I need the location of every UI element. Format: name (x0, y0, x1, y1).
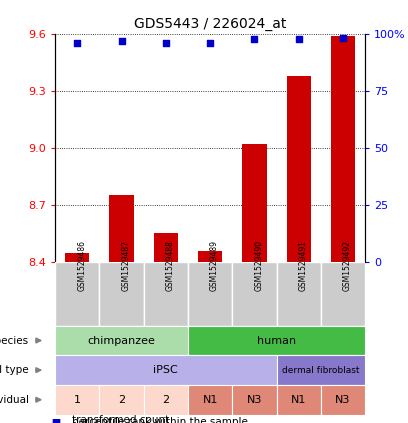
Point (162, 40, 169, 47)
Bar (286, 76, 311, 262)
Text: 1: 1 (74, 395, 81, 405)
Bar (242, 144, 266, 262)
Title: GDS5443 / 226024_at: GDS5443 / 226024_at (134, 17, 286, 31)
Text: human: human (257, 335, 296, 346)
Bar (188, 262, 232, 326)
Text: transformed count: transformed count (72, 415, 170, 423)
Bar (331, 36, 355, 262)
Bar (144, 262, 188, 326)
Text: dermal fibroblast: dermal fibroblast (282, 365, 359, 375)
Bar (198, 251, 222, 262)
Bar (55, 262, 100, 326)
Text: GSM1529490: GSM1529490 (255, 240, 264, 291)
Bar (188, 326, 365, 355)
Text: species: species (0, 335, 29, 346)
Text: GSM1529492: GSM1529492 (343, 240, 352, 291)
Point (53, 417, 60, 423)
Text: percentile rank within the sample: percentile rank within the sample (72, 417, 248, 423)
Point (74, 40, 80, 47)
Text: GSM1529486: GSM1529486 (77, 240, 86, 291)
Text: N3: N3 (335, 395, 351, 405)
Bar (277, 262, 321, 326)
Point (207, 39, 213, 46)
Text: 2: 2 (118, 395, 125, 405)
Bar (55, 326, 188, 355)
Bar (100, 262, 144, 326)
Bar (144, 385, 188, 415)
Bar (65, 253, 89, 262)
Point (251, 36, 258, 43)
Bar (188, 385, 232, 415)
Bar (55, 355, 277, 385)
Text: iPSC: iPSC (153, 365, 178, 375)
Text: GSM1529488: GSM1529488 (166, 240, 175, 291)
Bar (55, 385, 100, 415)
Point (340, 35, 346, 42)
Bar (100, 385, 144, 415)
Text: 2: 2 (162, 395, 169, 405)
Text: cell type: cell type (0, 365, 29, 375)
Bar (321, 262, 365, 326)
Point (295, 36, 302, 43)
Bar (109, 195, 134, 262)
Text: GSM1529487: GSM1529487 (122, 240, 131, 291)
Bar (154, 233, 178, 262)
Text: individual: individual (0, 395, 29, 405)
Text: chimpanzee: chimpanzee (88, 335, 155, 346)
Text: GSM1529491: GSM1529491 (299, 240, 308, 291)
Bar (321, 385, 365, 415)
Bar (277, 355, 365, 385)
Text: GSM1529489: GSM1529489 (210, 240, 219, 291)
Bar (232, 385, 277, 415)
Text: N1: N1 (202, 395, 218, 405)
Point (53, 419, 60, 423)
Bar (232, 262, 277, 326)
Text: N1: N1 (291, 395, 306, 405)
Bar (277, 385, 321, 415)
Text: N3: N3 (247, 395, 262, 405)
Point (118, 37, 125, 44)
